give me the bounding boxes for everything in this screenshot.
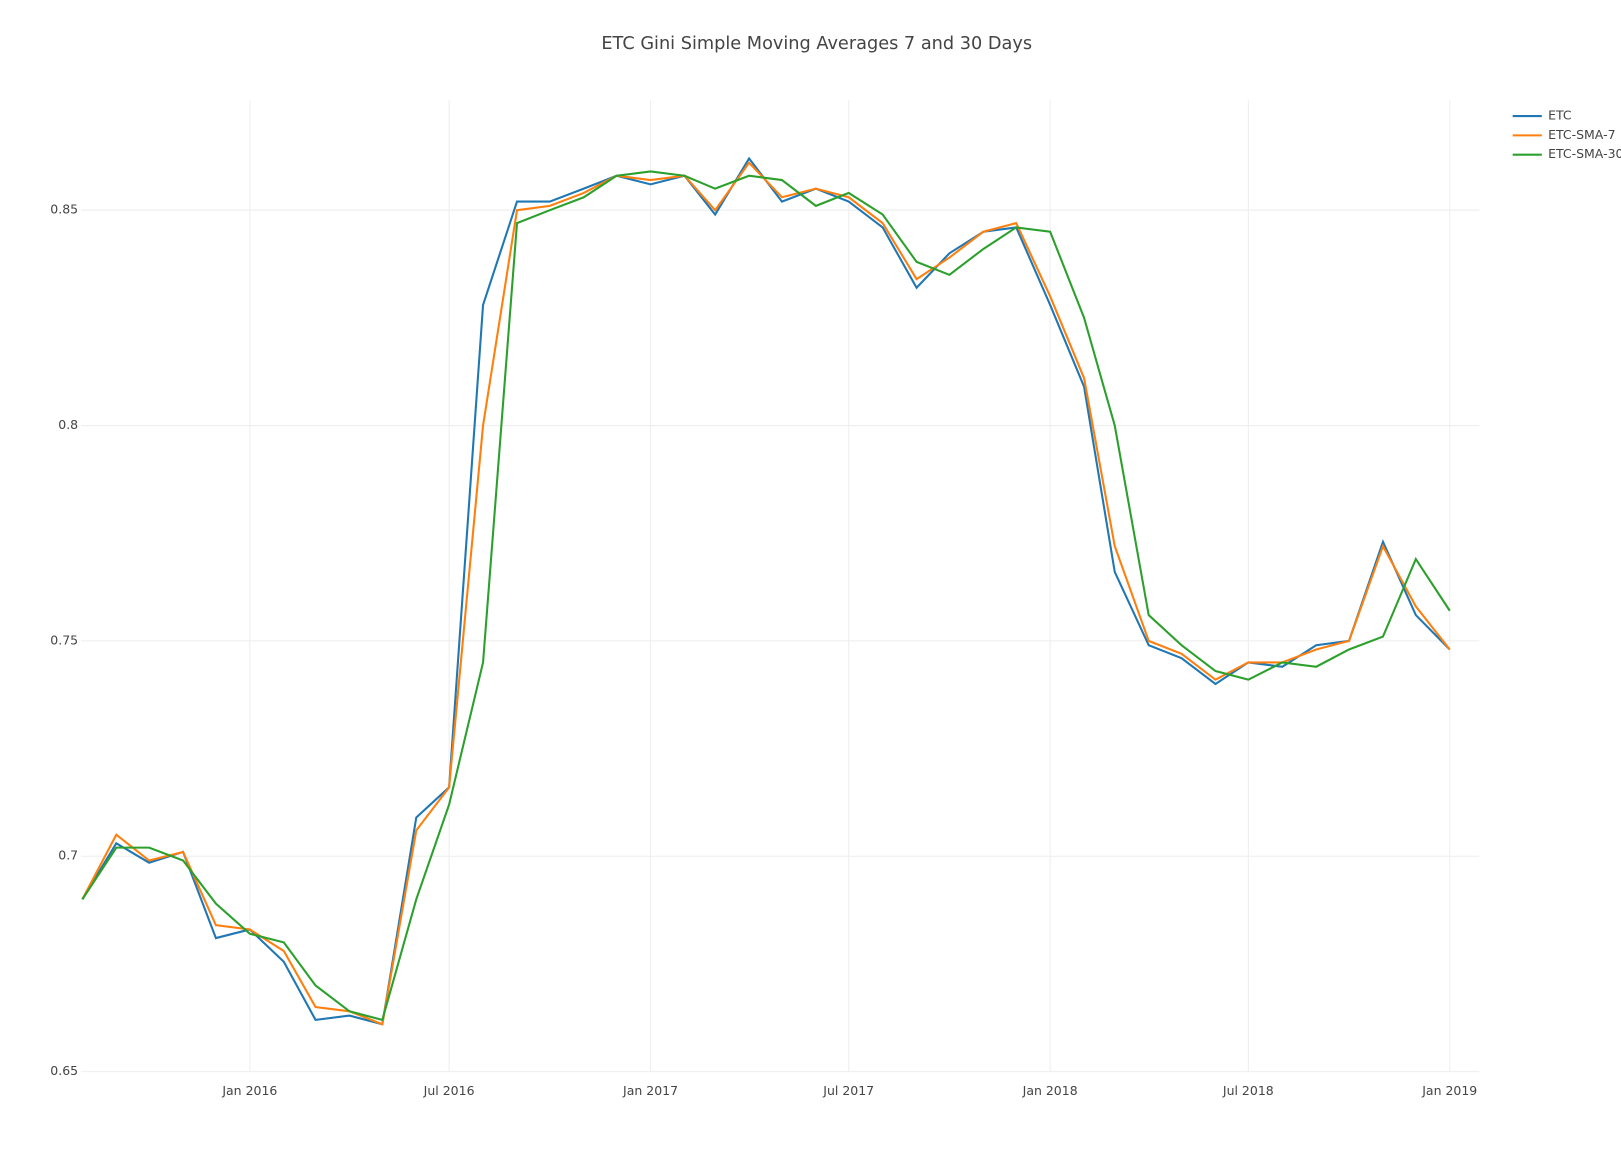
y-tick-label: 0.8: [58, 417, 78, 432]
y-tick-label: 0.75: [50, 632, 78, 647]
legend-label: ETC-SMA-7: [1548, 127, 1615, 142]
x-tick-label: Jan 2017: [622, 1083, 678, 1098]
x-tick-label: Jan 2016: [221, 1083, 277, 1098]
y-tick-label: 0.85: [50, 202, 78, 217]
x-tick-label: Jul 2018: [1222, 1083, 1274, 1098]
legend-label: ETC: [1548, 108, 1572, 123]
line: [81, 170, 1451, 1022]
legend-label: ETC-SMA-30: [1548, 146, 1621, 161]
plot-area: [81, 156, 1451, 1026]
y-tick-label: 0.7: [58, 848, 78, 863]
y-tick-label: 0.65: [50, 1063, 78, 1078]
chart-title: ETC Gini Simple Moving Averages 7 and 30…: [601, 34, 1032, 54]
x-tick-label: Jul 2016: [423, 1083, 475, 1098]
x-tick-label: Jul 2017: [822, 1083, 874, 1098]
line: [81, 161, 1451, 1026]
x-tick-label: Jan 2018: [1022, 1083, 1078, 1098]
grid: 0.65 0.7 0.75 0.8 0.85 Jan 2016 Jul 2016 Jan 20…: [50, 100, 1480, 1098]
line: [81, 156, 1451, 1026]
x-tick-label: Jan 2019: [1421, 1083, 1477, 1098]
legend: ETC ETC-SMA-7 ETC-SMA-30: [1512, 108, 1621, 161]
